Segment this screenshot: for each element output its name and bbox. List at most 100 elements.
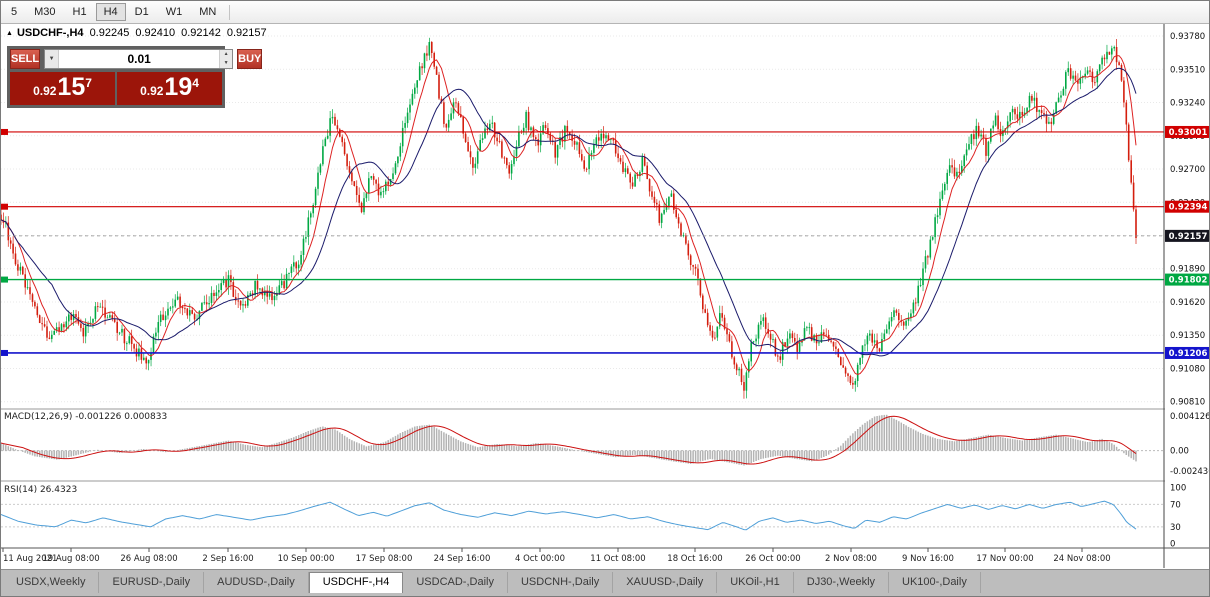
trade-panel-controls: SELL ▼ ▲ ▼ BUY: [10, 49, 263, 69]
timeframe-button-M30[interactable]: M30: [26, 3, 63, 21]
chart-tab-usdx-weekly[interactable]: USDX,Weekly: [3, 572, 100, 593]
buy-price-sup: 4: [192, 76, 199, 90]
ohlc-close: 0.92157: [226, 27, 267, 39]
timeframe-button-H1[interactable]: H1: [65, 3, 95, 21]
svg-text:17 Nov 00:00: 17 Nov 00:00: [976, 554, 1033, 564]
svg-text:26 Oct 00:00: 26 Oct 00:00: [745, 554, 800, 564]
buy-price-big: 19: [164, 73, 193, 101]
svg-text:10 Sep 00:00: 10 Sep 00:00: [278, 554, 335, 564]
sell-price-sup: 7: [85, 76, 92, 90]
ma-fast-line: [1, 55, 1137, 376]
svg-text:70: 70: [1170, 500, 1181, 510]
price-badge-0.92157: [1165, 229, 1209, 242]
svg-text:0.91350: 0.91350: [1170, 331, 1205, 341]
chart-tab-xauusd-daily[interactable]: XAUUSD-,Daily: [613, 572, 718, 593]
rsi-label: RSI(14) 26.4323: [4, 485, 77, 495]
macd-signal-line: [1, 415, 1137, 465]
price-badge-0.91802: [1165, 273, 1209, 286]
ohlc-high: 0.92410: [135, 27, 176, 39]
svg-text:9 Nov 16:00: 9 Nov 16:00: [902, 554, 954, 564]
svg-text:0.92394: 0.92394: [1169, 203, 1208, 213]
hline-left-tag: [1, 349, 8, 356]
svg-text:0.91802: 0.91802: [1169, 276, 1208, 286]
svg-text:0.93510: 0.93510: [1170, 65, 1205, 75]
volume-dropdown-icon[interactable]: ▼: [45, 50, 60, 68]
sell-price-big: 15: [57, 73, 86, 101]
svg-text:11 Oct 08:00: 11 Oct 08:00: [590, 554, 645, 564]
price-axis-bg: [1165, 23, 1209, 568]
trade-panel-prices: 0.92 15 7 0.92 19 4: [10, 72, 222, 105]
timeframe-buttons: 5 M30 H1 H4 D1 W1 MN: [3, 3, 234, 21]
svg-text:19 Aug 08:00: 19 Aug 08:00: [42, 554, 99, 564]
svg-text:0.93001: 0.93001: [1169, 128, 1208, 138]
price-badge-0.93001: [1165, 125, 1209, 138]
macd-axis-values: 0.004126 0.00 -0.002436: [1170, 412, 1210, 477]
price-badge-0.91206: [1165, 346, 1209, 359]
ohlc-low: 0.92142: [181, 27, 221, 39]
svg-text:11 Aug 2021: 11 Aug 2021: [3, 554, 57, 564]
chart-tab-usdcad-daily[interactable]: USDCAD-,Daily: [403, 572, 508, 593]
timeframe-toolbar: 5 M30 H1 H4 D1 W1 MN: [1, 1, 1209, 24]
svg-text:-0.002436: -0.002436: [1170, 467, 1210, 477]
ohlc-open: 0.92245: [89, 27, 130, 39]
chart-ohlc-header: ▲ USDCHF-,H4 0.92245 0.92410 0.92142 0.9…: [6, 27, 267, 39]
rsi-axis-values: 100 70 30 0: [1170, 484, 1186, 550]
chart-tab-audusd-daily[interactable]: AUDUSD-,Daily: [204, 572, 309, 593]
svg-text:17 Sep 08:00: 17 Sep 08:00: [356, 554, 413, 564]
buy-price-display[interactable]: 0.92 19 4: [117, 72, 222, 105]
svg-text:2 Sep 16:00: 2 Sep 16:00: [202, 554, 253, 564]
price-gridlines: [1, 35, 1164, 403]
svg-text:0: 0: [1170, 540, 1175, 550]
sell-price-prefix: 0.92: [33, 84, 57, 98]
svg-text:0.91206: 0.91206: [1169, 349, 1208, 359]
timeframe-button-D1[interactable]: D1: [127, 3, 157, 21]
sell-button[interactable]: SELL: [10, 49, 41, 69]
chart-tab-eurusd-daily[interactable]: EURUSD-,Daily: [99, 572, 205, 593]
volume-spinner[interactable]: ▲ ▼: [219, 50, 233, 68]
svg-text:0.93240: 0.93240: [1170, 99, 1205, 109]
buy-price-prefix: 0.92: [140, 84, 164, 98]
timeframe-button-5[interactable]: 5: [3, 3, 25, 21]
chart-tab-ukoil-h1[interactable]: UKOil-,H1: [717, 572, 794, 593]
timeframe-button-W1[interactable]: W1: [158, 3, 191, 21]
hline-left-tag: [1, 203, 8, 210]
ma-slow-line: [1, 67, 1137, 357]
svg-text:0.91620: 0.91620: [1170, 298, 1205, 308]
volume-input[interactable]: [59, 50, 220, 68]
buy-button[interactable]: BUY: [237, 49, 263, 69]
svg-text:0.90810: 0.90810: [1170, 398, 1205, 408]
svg-text:100: 100: [1170, 484, 1186, 494]
price-badges[interactable]: 0.93001 0.92394 0.92157 0.91802 0.91206: [1165, 125, 1210, 359]
price-badge-0.92394: [1165, 200, 1209, 213]
volume-control: ▼ ▲ ▼: [44, 49, 234, 69]
chart-tabbar: USDX,Weekly EURUSD-,Daily AUDUSD-,Daily USD…: [1, 569, 1209, 596]
sell-price-display[interactable]: 0.92 15 7: [10, 72, 115, 105]
chart-tab-usdcnh-daily[interactable]: USDCNH-,Daily: [508, 572, 614, 593]
svg-text:0.93780: 0.93780: [1170, 32, 1205, 42]
svg-text:0.004126: 0.004126: [1170, 412, 1210, 422]
timeframe-button-H4[interactable]: H4: [95, 3, 126, 21]
chart-tab-dj30-weekly[interactable]: DJ30-,Weekly: [794, 572, 890, 593]
chart-tab-uk100-daily[interactable]: UK100-,Daily: [889, 572, 981, 593]
collapse-panel-icon[interactable]: ▲: [6, 29, 13, 37]
chart-tab-usdchf-h4[interactable]: USDCHF-,H4: [308, 572, 404, 593]
svg-text:4 Oct 00:00: 4 Oct 00:00: [515, 554, 565, 564]
svg-text:30: 30: [1170, 523, 1181, 533]
timeframe-button-MN[interactable]: MN: [191, 3, 224, 21]
svg-text:2 Nov 08:00: 2 Nov 08:00: [825, 554, 877, 564]
svg-text:0.00: 0.00: [1170, 447, 1189, 457]
volume-spin-down-icon[interactable]: ▼: [220, 59, 233, 68]
level-lines[interactable]: [1, 128, 1164, 356]
svg-text:0.92157: 0.92157: [1169, 232, 1208, 242]
hline-left-tag: [1, 128, 8, 135]
volume-spin-up-icon[interactable]: ▲: [220, 50, 233, 59]
svg-text:0.91890: 0.91890: [1170, 265, 1205, 275]
chart-symbol-label: USDCHF-,H4: [16, 27, 84, 39]
chart-tabs: USDX,Weekly EURUSD-,Daily AUDUSD-,Daily USD…: [3, 572, 981, 593]
svg-text:24 Sep 16:00: 24 Sep 16:00: [434, 554, 491, 564]
hline-left-tag: [1, 276, 8, 283]
